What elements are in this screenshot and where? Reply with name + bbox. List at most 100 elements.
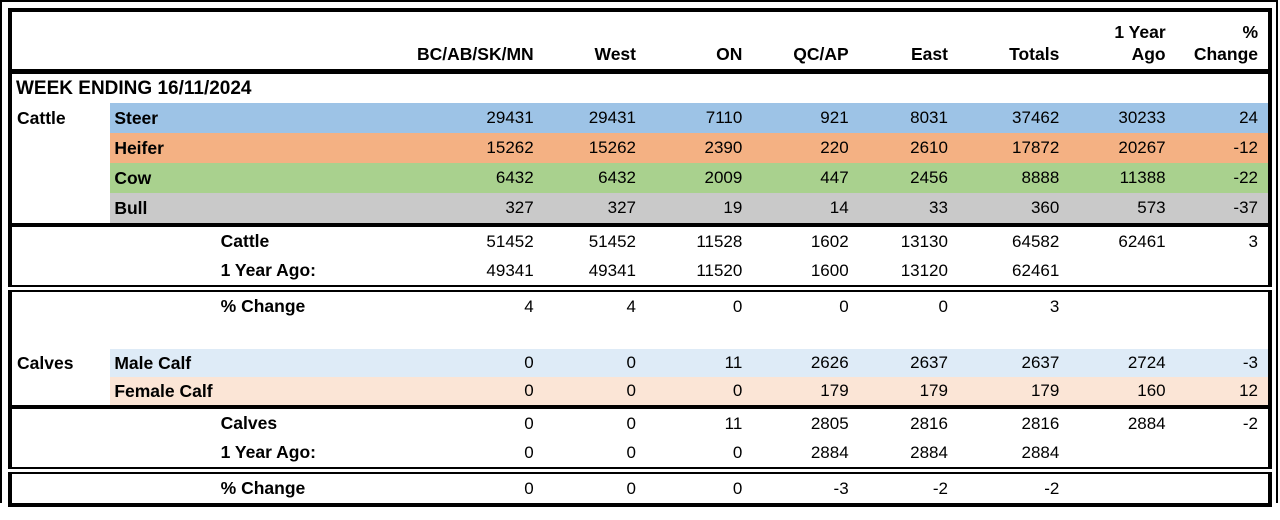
value-cell[interactable]: 8031	[858, 103, 958, 133]
value-cell[interactable]: 2816	[1021, 413, 1060, 433]
value-cell[interactable]: 0	[626, 413, 636, 433]
empty-cell[interactable]	[10, 256, 110, 289]
value-cell[interactable]: 0	[752, 285, 859, 321]
group-label-cell[interactable]: Cattle	[17, 107, 66, 128]
column-header[interactable]: BC/AB/SK/MN	[329, 10, 544, 74]
value-cell[interactable]: 220	[752, 133, 859, 163]
value-cell[interactable]	[1069, 285, 1176, 321]
empty-cell[interactable]	[10, 407, 110, 438]
value-cell[interactable]: 0	[524, 413, 534, 433]
value-cell[interactable]: 6432	[543, 163, 646, 193]
empty-cell[interactable]	[110, 285, 217, 321]
value-cell[interactable]: 447	[752, 163, 859, 193]
value-cell[interactable]: 0	[646, 285, 753, 321]
value-cell[interactable]	[1176, 438, 1270, 471]
value-cell[interactable]: 2456	[858, 163, 958, 193]
value-cell[interactable]	[1175, 285, 1270, 321]
summary-label-cell[interactable]: % Change	[216, 467, 330, 505]
value-cell[interactable]: -2	[957, 467, 1070, 505]
group-label-cell[interactable]	[10, 377, 111, 409]
value-cell[interactable]: 921	[752, 103, 859, 133]
column-header[interactable]: % Change	[1175, 10, 1270, 74]
value-cell[interactable]: 0	[543, 467, 646, 505]
value-cell[interactable]: 360	[957, 193, 1070, 227]
summary-label-cell[interactable]: Calves	[220, 413, 278, 433]
value-cell[interactable]: 0	[543, 377, 646, 409]
value-cell[interactable]: 49341	[588, 260, 636, 280]
empty-cell[interactable]	[10, 438, 110, 471]
header-corner-cell[interactable]	[10, 10, 330, 74]
value-cell[interactable]: 2816	[910, 413, 948, 433]
value-cell[interactable]: -12	[1175, 133, 1270, 163]
category-label-cell[interactable]: Male Calf	[110, 349, 330, 377]
column-header[interactable]: East	[858, 10, 958, 74]
value-cell[interactable]: 11388	[1069, 163, 1176, 193]
value-cell[interactable]: 20267	[1069, 133, 1176, 163]
value-cell[interactable]: 2009	[646, 163, 753, 193]
value-cell[interactable]: 8888	[957, 163, 1070, 193]
column-header[interactable]: West	[543, 10, 646, 74]
value-cell[interactable]: 2884	[810, 442, 849, 462]
value-cell[interactable]: 2390	[646, 133, 753, 163]
value-cell[interactable]: 3	[957, 285, 1070, 321]
value-cell[interactable]: 62461	[1012, 260, 1060, 280]
category-label-cell[interactable]: Cow	[110, 163, 330, 193]
empty-cell[interactable]	[110, 407, 216, 438]
empty-cell[interactable]	[110, 467, 217, 505]
value-cell[interactable]: 2626	[752, 349, 859, 377]
value-cell[interactable]: 0	[646, 467, 753, 505]
value-cell[interactable]: 13130	[900, 231, 948, 251]
value-cell[interactable]: 14	[752, 193, 859, 227]
value-cell[interactable]: 0	[543, 349, 646, 377]
empty-cell[interactable]	[110, 256, 216, 289]
empty-cell[interactable]	[110, 438, 216, 471]
value-cell[interactable]: 2637	[957, 349, 1070, 377]
value-cell[interactable]: 179	[957, 377, 1070, 409]
category-label-cell[interactable]: Heifer	[110, 133, 330, 163]
value-cell[interactable]: 11	[646, 349, 753, 377]
summary-label-cell[interactable]: Cattle	[220, 231, 270, 251]
value-cell[interactable]: 51452	[588, 231, 636, 251]
empty-cell[interactable]	[10, 225, 110, 256]
empty-cell[interactable]	[10, 467, 111, 505]
value-cell[interactable]: 11528	[696, 231, 743, 251]
value-cell[interactable]: -22	[1175, 163, 1270, 193]
value-cell[interactable]: 49341	[486, 260, 534, 280]
value-cell[interactable]: 37462	[957, 103, 1070, 133]
value-cell[interactable]: 62461	[1118, 231, 1166, 251]
value-cell[interactable]: 1600	[810, 260, 849, 280]
value-cell[interactable]: 179	[752, 377, 859, 409]
value-cell[interactable]: 13120	[900, 260, 948, 280]
spacer-cell[interactable]	[10, 321, 1270, 349]
value-cell[interactable]: 6432	[329, 163, 544, 193]
value-cell[interactable]: 4	[329, 285, 544, 321]
value-cell[interactable]: 2884	[1021, 442, 1060, 462]
group-label-cell[interactable]	[10, 133, 110, 163]
summary-label-cell[interactable]: 1 Year Ago:	[220, 442, 316, 462]
value-cell[interactable]: 33	[858, 193, 958, 227]
value-cell[interactable]: -3	[1175, 349, 1270, 377]
column-header[interactable]: 1 Year Ago	[1069, 10, 1176, 74]
value-cell[interactable]	[1069, 256, 1175, 289]
value-cell[interactable]: 15262	[329, 133, 544, 163]
summary-label-cell[interactable]: 1 Year Ago:	[220, 260, 316, 280]
value-cell[interactable]	[1175, 467, 1270, 505]
column-header[interactable]: QC/AP	[752, 10, 859, 74]
value-cell[interactable]: 2610	[858, 133, 958, 163]
value-cell[interactable]: 4	[543, 285, 646, 321]
value-cell[interactable]: 2884	[1127, 413, 1166, 433]
value-cell[interactable]: 51452	[486, 231, 534, 251]
value-cell[interactable]	[1069, 467, 1176, 505]
group-label-cell[interactable]: Calves	[17, 352, 74, 373]
empty-cell[interactable]	[110, 225, 216, 256]
value-cell[interactable]: 573	[1069, 193, 1176, 227]
value-cell[interactable]: 0	[626, 442, 636, 462]
group-label-cell[interactable]	[10, 193, 111, 227]
value-cell[interactable]: 30233	[1069, 103, 1176, 133]
value-cell[interactable]: 2805	[810, 413, 849, 433]
value-cell[interactable]: 11520	[696, 260, 743, 280]
value-cell[interactable]: 15262	[543, 133, 646, 163]
value-cell[interactable]: 0	[329, 467, 544, 505]
value-cell[interactable]: 0	[329, 349, 544, 377]
category-label-cell[interactable]: Female Calf	[110, 377, 330, 409]
